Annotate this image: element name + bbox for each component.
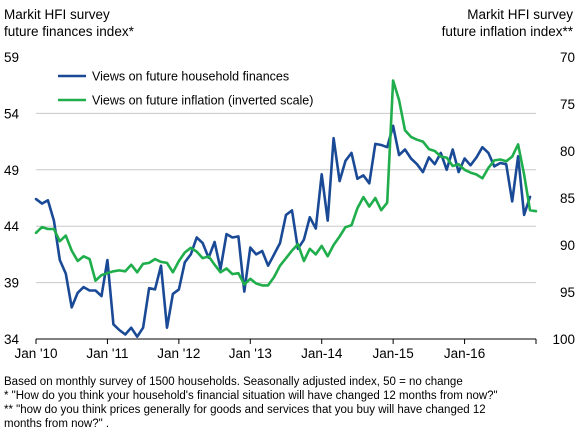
legend-item-finances-label: Views on future household finances: [92, 70, 289, 84]
legend-item-inflation-label: Views on future inflation (inverted scal…: [92, 94, 313, 108]
left-tick-label: 49: [4, 163, 19, 178]
right-tick-label: 75: [560, 97, 575, 112]
left-tick-label: 44: [4, 219, 20, 234]
right-axis-title-line-1: Markit HFI survey: [467, 7, 573, 22]
right-axis-title-line-2: future inflation index**: [441, 24, 573, 39]
right-tick-label: 95: [560, 285, 575, 300]
footnote-inflation-question-cont: months from now?" .: [4, 418, 110, 430]
x-tick-label: Jan-15: [373, 346, 414, 361]
x-tick-label: Jan '13: [229, 346, 272, 361]
left-tick-label: 59: [4, 50, 19, 65]
right-tick-label: 90: [560, 238, 575, 253]
x-tick-label: Jan '12: [157, 346, 200, 361]
x-tick-label: Jan-14: [301, 346, 343, 361]
right-tick-label: 80: [560, 144, 575, 159]
left-axis-title: Markit HFI survey future finances index*: [4, 6, 134, 40]
left-tick-label: 34: [4, 332, 20, 347]
right-tick-label: 100: [552, 332, 575, 347]
x-tick-label: Jan '10: [14, 346, 57, 361]
footnote-survey-basis: Based on monthly survey of 1500 househol…: [4, 376, 463, 388]
left-axis-title-line-1: Markit HFI survey: [4, 7, 110, 22]
right-axis-title: Markit HFI survey future inflation index…: [442, 6, 573, 40]
footnote-inflation-question: ** "how do you think prices generally fo…: [4, 404, 486, 416]
inflation-series-line: [34, 79, 538, 287]
finances-series-line: [34, 124, 532, 339]
right-tick-label: 70: [560, 50, 575, 65]
left-axis-title-line-2: future finances index*: [4, 24, 134, 39]
left-tick-label: 39: [4, 276, 19, 291]
footnote-finances-question: * "How do you think your household's fin…: [4, 390, 498, 402]
x-tick-label: Jan-16: [444, 346, 485, 361]
left-tick-label: 54: [4, 106, 20, 121]
right-tick-label: 85: [560, 191, 575, 206]
x-tick-label: Jan '11: [86, 346, 128, 361]
